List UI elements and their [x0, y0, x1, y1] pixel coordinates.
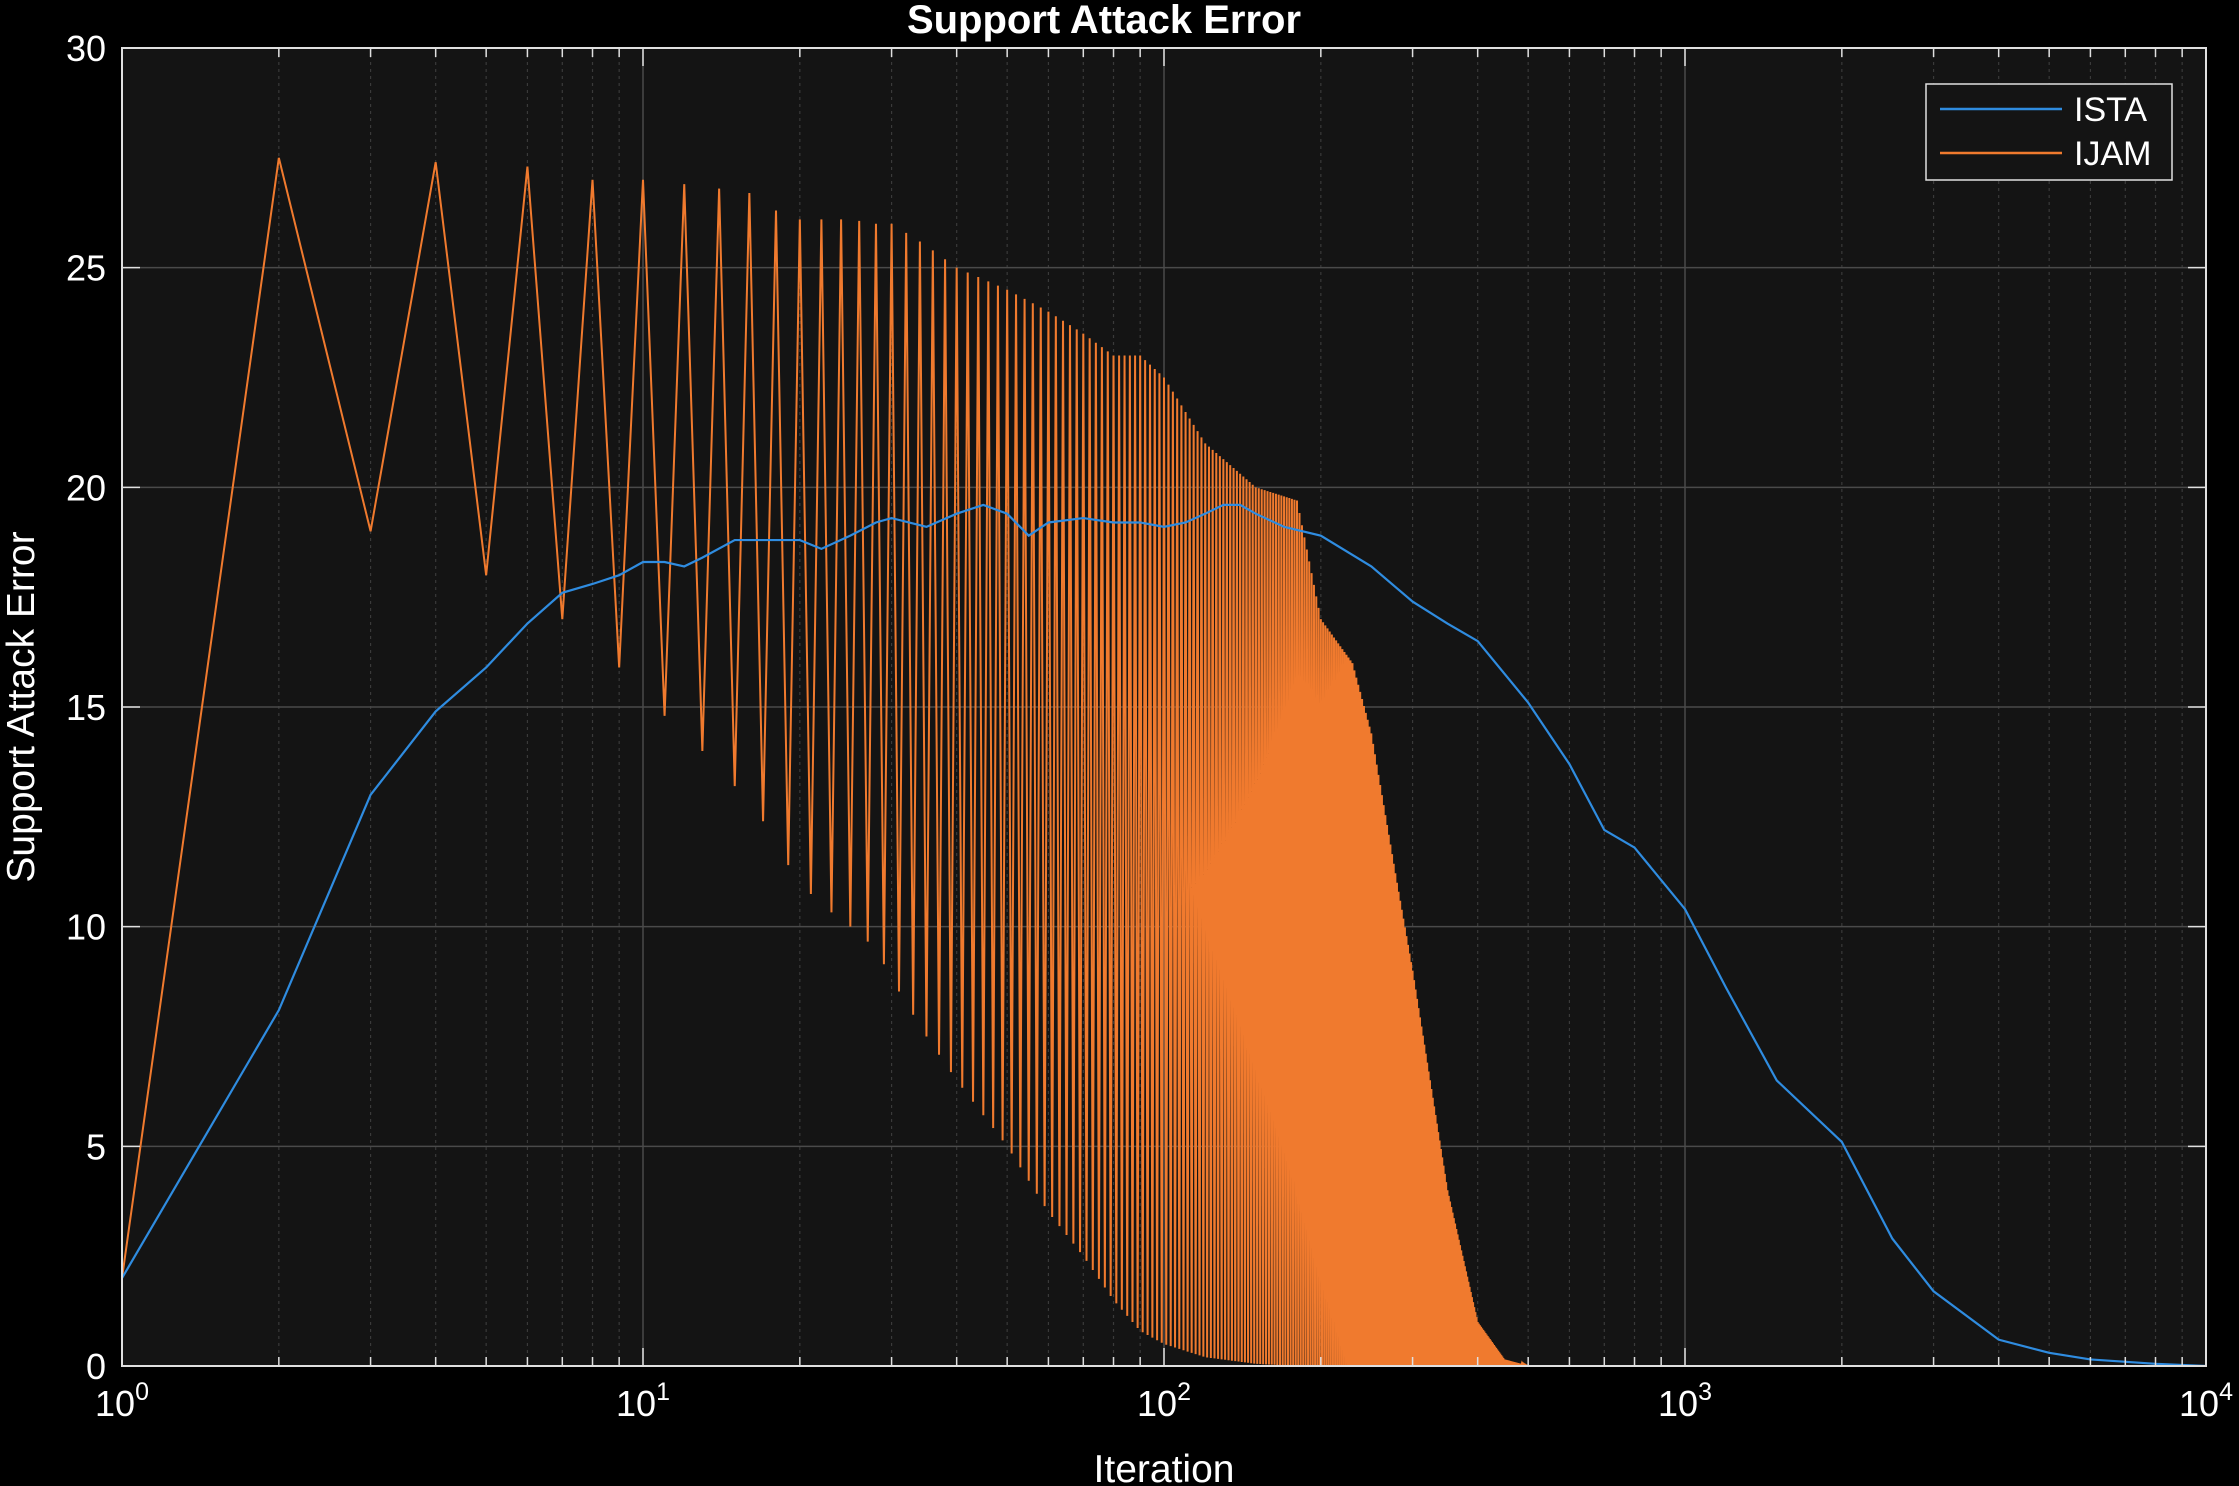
legend-label-ijam: IJAM — [2074, 135, 2151, 173]
x-axis-label: Iteration — [1094, 1448, 1235, 1486]
y-tick-label: 20 — [66, 467, 106, 508]
series-layer — [122, 157, 2206, 1366]
legend: ISTA IJAM — [1925, 83, 2173, 181]
legend-box — [1925, 83, 2173, 181]
y-axis-tick-labels: 0 5 10 15 20 25 30 — [66, 28, 106, 1387]
x-tick-label: 100 — [95, 1378, 149, 1424]
x-tick-label: 104 — [2179, 1378, 2233, 1424]
chart-title: Support Attack Error — [907, 0, 1301, 42]
x-axis-tick-labels: 100 101 102 103 104 — [95, 1378, 2233, 1424]
series-line-ijam — [122, 157, 2206, 1366]
y-tick-label: 0 — [86, 1346, 106, 1387]
y-tick-label: 30 — [66, 28, 106, 69]
y-axis-label: Support Attack Error — [0, 531, 43, 882]
series-line-ista — [122, 503, 2206, 1366]
y-tick-label: 25 — [66, 248, 106, 289]
axis-ticks — [121, 47, 2207, 1367]
legend-label-ista: ISTA — [2074, 91, 2147, 129]
x-tick-label: 103 — [1658, 1378, 1712, 1424]
x-tick-label: 102 — [1137, 1378, 1191, 1424]
x-tick-label: 101 — [616, 1378, 670, 1424]
y-tick-label: 15 — [66, 687, 106, 728]
y-tick-label: 10 — [66, 907, 106, 948]
y-tick-label: 5 — [86, 1126, 106, 1167]
